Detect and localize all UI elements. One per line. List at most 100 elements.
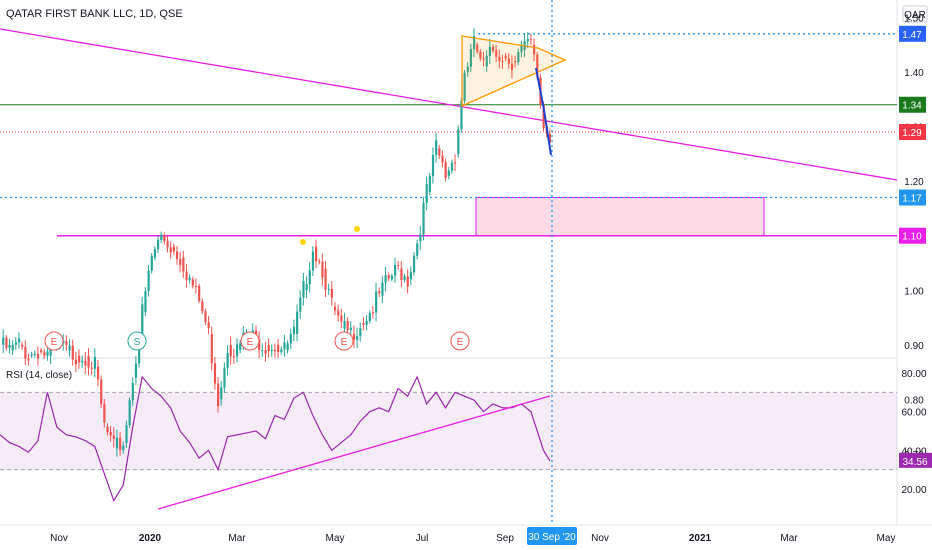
candle-body	[536, 54, 539, 78]
candle-body	[204, 311, 207, 323]
candle-body	[128, 400, 131, 426]
candle-body	[40, 350, 43, 353]
candle-body	[273, 349, 277, 352]
candle-body	[198, 285, 201, 302]
time-tick-label: 2020	[139, 533, 162, 544]
candle-body	[409, 272, 412, 280]
candle-body	[473, 35, 476, 50]
event-marker-e[interactable]: E	[44, 331, 64, 351]
candle-body	[166, 241, 169, 248]
candle-body	[469, 49, 473, 67]
candle-body	[68, 345, 71, 351]
descending-trendline[interactable]	[0, 28, 898, 181]
event-marker-e[interactable]: E	[450, 331, 470, 351]
time-tick-label: Sep	[496, 533, 514, 544]
candle-body	[289, 334, 292, 344]
candle-body	[258, 339, 261, 351]
time-tick-label: Mar	[780, 533, 798, 544]
candle-body	[504, 55, 507, 59]
price-tag: 1.47	[899, 25, 926, 42]
candle-body	[30, 354, 33, 356]
candle-body	[217, 383, 220, 407]
candle-body	[299, 297, 302, 312]
candle-body	[2, 337, 5, 345]
candle-body	[435, 140, 438, 156]
projection-line[interactable]	[535, 67, 552, 156]
candle-body	[441, 155, 444, 163]
candle-body	[226, 352, 229, 368]
candle-body	[84, 360, 87, 366]
candle-body	[157, 240, 160, 250]
price-tag-label: 1.17	[902, 194, 922, 205]
candle-body	[292, 326, 296, 335]
candle-body	[491, 46, 495, 51]
candle-body	[476, 44, 479, 52]
candle-body	[229, 344, 232, 357]
rsi-axis[interactable]: 80.00 60.00 40.00 20.00	[901, 369, 926, 496]
candle-body	[267, 344, 270, 351]
candle-body	[46, 351, 49, 356]
candle-body	[302, 281, 305, 298]
dividend-marker[interactable]	[354, 226, 360, 232]
currency-badge[interactable]: QAR	[902, 5, 928, 23]
candle-body	[425, 184, 428, 203]
price-tick-label: 1.40	[904, 68, 924, 79]
event-marker-s[interactable]: S	[127, 331, 147, 351]
candle-body	[93, 357, 96, 369]
candle-body	[96, 366, 100, 380]
candle-body	[90, 367, 93, 369]
candle-body	[390, 275, 394, 280]
event-marker-e[interactable]: E	[334, 331, 354, 351]
candle-body	[36, 353, 40, 359]
candle-body	[144, 291, 147, 313]
candle-body	[125, 425, 128, 444]
event-marker-e[interactable]: E	[240, 331, 260, 351]
candle-body	[359, 327, 362, 337]
candle-body	[106, 426, 109, 433]
rsi-tick-label: 40.00	[901, 446, 926, 457]
candle-body	[400, 268, 403, 280]
candle-body	[403, 276, 406, 280]
time-tick-label: Mar	[228, 533, 246, 544]
pennant-pattern[interactable]	[461, 35, 567, 108]
rsi-band	[0, 392, 897, 470]
candle-body	[239, 343, 242, 351]
candle-body	[185, 271, 188, 281]
candle-body	[517, 52, 520, 63]
candle-body	[333, 306, 337, 311]
candle-body	[498, 56, 501, 62]
candle-body	[131, 382, 134, 401]
time-tick-label: Nov	[591, 533, 609, 544]
candle-body	[11, 344, 14, 351]
candle-body	[349, 327, 352, 331]
time-axis[interactable]: Nov 2020 Mar May Jul Sep Nov 2021 Mar May	[50, 533, 895, 544]
event-label: E	[247, 337, 254, 348]
candle-body	[346, 321, 349, 331]
candle-body	[444, 162, 447, 178]
candle-body	[78, 355, 81, 363]
candle-body	[119, 437, 122, 451]
candle-body	[81, 360, 84, 363]
dividend-marker[interactable]	[300, 239, 306, 245]
candle-body	[327, 289, 330, 291]
candle-body	[169, 247, 172, 253]
candle-body	[412, 255, 416, 273]
candle-body	[236, 344, 239, 357]
candle-body	[343, 321, 346, 329]
candle-body	[482, 58, 485, 60]
time-tick-label: Jul	[416, 533, 429, 544]
candle-body	[179, 259, 182, 266]
rsi-trendline[interactable]	[157, 395, 551, 510]
candle-body	[277, 344, 280, 353]
candle-body	[191, 279, 194, 286]
candle-body	[172, 246, 175, 252]
candle-body	[296, 311, 299, 334]
candle-body	[454, 162, 457, 164]
candle-body	[311, 251, 315, 271]
candle-body	[150, 256, 153, 271]
support-zone[interactable]	[475, 197, 765, 237]
candle-body	[160, 234, 163, 241]
